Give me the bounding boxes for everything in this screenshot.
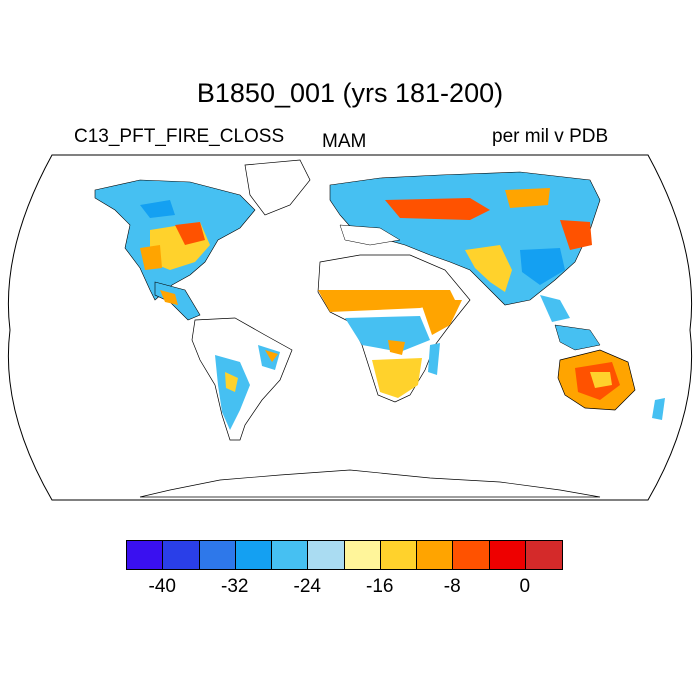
colorbar-swatch	[127, 541, 164, 569]
colorbar-swatch	[272, 541, 309, 569]
colorbar-swatch	[308, 541, 345, 569]
colorbar-swatch	[344, 541, 381, 569]
units-label: per mil v PDB	[492, 126, 609, 147]
colorbar-swatch	[380, 541, 417, 569]
africa-region	[317, 254, 471, 403]
plot-title: B1850_001 (yrs 181-200)	[196, 78, 504, 108]
colorbar-tick-label: -32	[221, 576, 249, 597]
colorbar	[126, 540, 563, 570]
greenland-outline	[244, 159, 311, 216]
south-america-region	[191, 317, 293, 441]
colorbar-tick-label: -16	[366, 576, 394, 597]
colorbar-swatch	[235, 541, 272, 569]
australia-region	[557, 349, 665, 420]
colorbar-swatch	[417, 541, 454, 569]
north-america-region	[94, 179, 256, 321]
season-label: MAM	[322, 131, 367, 152]
colorbar-swatch	[489, 541, 526, 569]
colorbar-tick-label: -8	[443, 576, 461, 597]
colorbar-swatch	[525, 541, 562, 569]
colorbar-swatch	[199, 541, 236, 569]
colorbar-swatch	[453, 541, 490, 569]
antarctica-outline	[139, 469, 601, 498]
colorbar-tick-label: 0	[519, 576, 531, 597]
eurasia-region	[329, 171, 601, 351]
colorbar-tick-label: -40	[148, 576, 176, 597]
colorbar-swatch	[163, 541, 200, 569]
colorbar-tick-label: -24	[293, 576, 321, 597]
variable-label: C13_PFT_FIRE_CLOSS	[74, 126, 285, 147]
